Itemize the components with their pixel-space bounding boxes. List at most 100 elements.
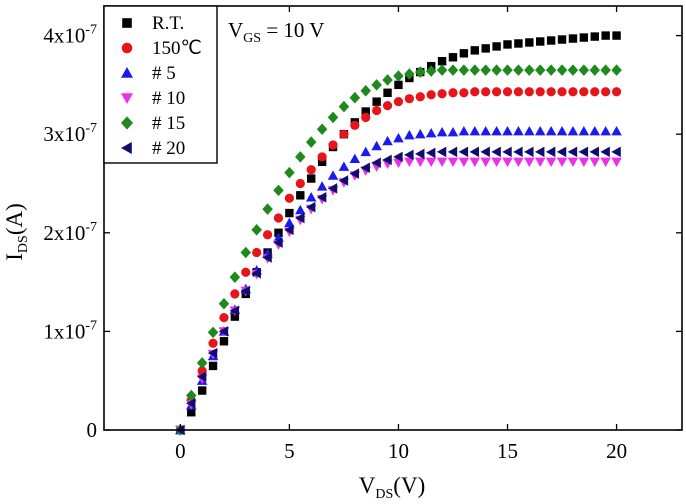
data-point bbox=[600, 146, 610, 158]
data-point bbox=[524, 87, 534, 97]
data-point bbox=[600, 125, 611, 136]
data-point bbox=[524, 146, 534, 158]
series-4 bbox=[175, 64, 622, 436]
data-point bbox=[284, 166, 295, 179]
data-point bbox=[480, 146, 490, 158]
data-point bbox=[252, 247, 262, 258]
y-tick-label: 4x10-7 bbox=[43, 23, 97, 48]
legend-marker bbox=[121, 93, 133, 104]
data-point bbox=[578, 64, 590, 76]
data-point bbox=[240, 246, 252, 259]
data-point bbox=[295, 178, 305, 189]
data-point bbox=[545, 157, 557, 168]
data-point bbox=[382, 135, 393, 146]
y-tick-label: 1x10-7 bbox=[43, 318, 97, 343]
data-point bbox=[306, 165, 316, 175]
data-point bbox=[393, 97, 404, 107]
data-point bbox=[513, 64, 524, 76]
data-point bbox=[338, 175, 349, 186]
data-point bbox=[415, 66, 426, 78]
data-point bbox=[600, 64, 611, 76]
data-point bbox=[524, 125, 535, 136]
data-point bbox=[534, 157, 546, 168]
data-point bbox=[219, 337, 229, 346]
data-point bbox=[436, 64, 448, 76]
data-point bbox=[578, 146, 589, 158]
data-point bbox=[437, 89, 447, 99]
data-point bbox=[219, 312, 229, 323]
data-point bbox=[546, 87, 556, 97]
data-point bbox=[447, 157, 459, 168]
data-point bbox=[197, 386, 207, 395]
x-tick-label: 15 bbox=[497, 439, 518, 463]
data-point bbox=[285, 208, 294, 218]
data-point bbox=[480, 125, 491, 136]
data-point bbox=[425, 147, 436, 159]
series-5 bbox=[175, 146, 621, 436]
data-point bbox=[436, 146, 447, 158]
data-point bbox=[601, 31, 610, 40]
data-point bbox=[371, 79, 382, 91]
data-point bbox=[568, 34, 578, 43]
data-point bbox=[458, 64, 470, 76]
data-point bbox=[349, 168, 360, 179]
data-point bbox=[611, 146, 621, 158]
data-point bbox=[317, 152, 327, 162]
data-point bbox=[382, 154, 392, 166]
data-point bbox=[273, 237, 283, 248]
data-point bbox=[469, 157, 481, 168]
data-point bbox=[262, 230, 273, 240]
data-point bbox=[436, 157, 448, 168]
data-point bbox=[425, 65, 437, 77]
legend-marker bbox=[122, 18, 132, 28]
data-point bbox=[524, 157, 535, 168]
data-point bbox=[514, 39, 523, 48]
data-point bbox=[536, 37, 545, 46]
data-point bbox=[447, 126, 459, 137]
data-point bbox=[557, 35, 567, 44]
x-tick-label: 5 bbox=[284, 439, 295, 463]
data-point bbox=[556, 146, 567, 158]
data-point bbox=[568, 87, 578, 97]
data-point bbox=[492, 42, 501, 51]
data-point bbox=[601, 87, 611, 97]
data-point bbox=[480, 157, 491, 168]
data-point bbox=[187, 408, 196, 417]
data-point bbox=[469, 146, 479, 158]
data-point bbox=[273, 213, 284, 223]
data-point bbox=[404, 129, 415, 140]
data-point bbox=[447, 146, 458, 158]
data-point bbox=[185, 389, 197, 402]
data-markers bbox=[175, 31, 622, 436]
data-point bbox=[393, 70, 404, 82]
data-point bbox=[447, 64, 459, 76]
data-point bbox=[513, 146, 523, 158]
tick-labels: 0 5 10 15 20 0 1x10-7 2x10-7 3x10-7 4x10-7 bbox=[43, 23, 627, 463]
data-point bbox=[316, 123, 328, 136]
data-point bbox=[415, 148, 425, 160]
x-axis-label-main: V bbox=[359, 473, 376, 498]
data-point bbox=[458, 146, 469, 158]
data-point bbox=[436, 126, 448, 137]
data-point bbox=[404, 149, 414, 161]
vgs-annotation: VGS = 10 V bbox=[228, 18, 324, 46]
data-point bbox=[513, 87, 524, 97]
data-point bbox=[404, 157, 415, 168]
data-point bbox=[328, 140, 338, 150]
data-point bbox=[426, 90, 436, 100]
legend-label: R.T. bbox=[152, 13, 184, 34]
data-point bbox=[425, 157, 437, 168]
vgs-annotation-rest: = 10 V bbox=[261, 18, 324, 42]
data-point bbox=[611, 157, 622, 168]
data-point bbox=[372, 105, 382, 116]
data-point bbox=[545, 64, 557, 76]
data-point bbox=[557, 87, 567, 97]
y-axis-label-rest: (A) bbox=[2, 203, 27, 235]
y-tick-label: 3x10-7 bbox=[43, 121, 97, 146]
x-tick-label: 20 bbox=[606, 439, 627, 463]
y-tick-label: 2x10-7 bbox=[43, 220, 97, 245]
data-point bbox=[307, 174, 316, 183]
data-point bbox=[545, 125, 557, 136]
data-point bbox=[295, 204, 306, 215]
data-point bbox=[327, 111, 339, 124]
